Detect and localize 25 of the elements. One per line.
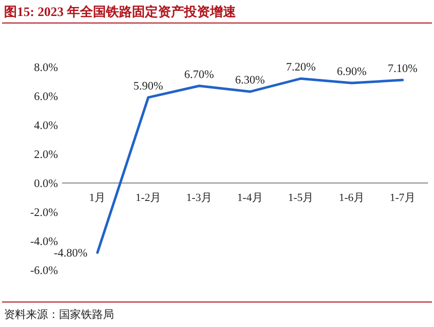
y-tick-label: 2.0% [34, 149, 58, 161]
y-tick-label: -6.0% [30, 265, 58, 277]
x-tick-label: 1-2月 [135, 192, 162, 204]
x-tick-label: 1-5月 [288, 192, 314, 204]
text: 资料来源：国家铁路局 [4, 308, 114, 321]
y-tick-label: -2.0% [30, 207, 58, 219]
y-tick-label: 8.0% [34, 62, 58, 74]
chart-title: 图15: 2023 年全国铁路固定资产投资增速 [4, 4, 237, 19]
y-tick-label: -4.0% [30, 236, 58, 248]
x-tick-label: 1月 [89, 192, 106, 204]
data-label: 6.70% [184, 68, 214, 81]
data-label: 6.30% [235, 74, 266, 87]
y-tick-label: 4.0% [34, 120, 58, 132]
x-tick-label: 1-3月 [186, 192, 212, 204]
data-label: -4.80% [54, 248, 88, 260]
data-label: 7.20% [286, 62, 316, 74]
y-tick-label: 6.0% [34, 91, 58, 103]
x-tick-label: 1-6月 [338, 192, 365, 204]
data-label: 6.90% [336, 66, 367, 78]
y-tick-label: 0.0% [34, 178, 58, 190]
x-tick-label: 1-7月 [390, 192, 416, 204]
data-label: 5.90% [133, 80, 164, 92]
line-series [96, 77, 404, 254]
data-label: 7.10% [388, 63, 418, 76]
x-tick-label: 1-4月 [237, 192, 263, 204]
